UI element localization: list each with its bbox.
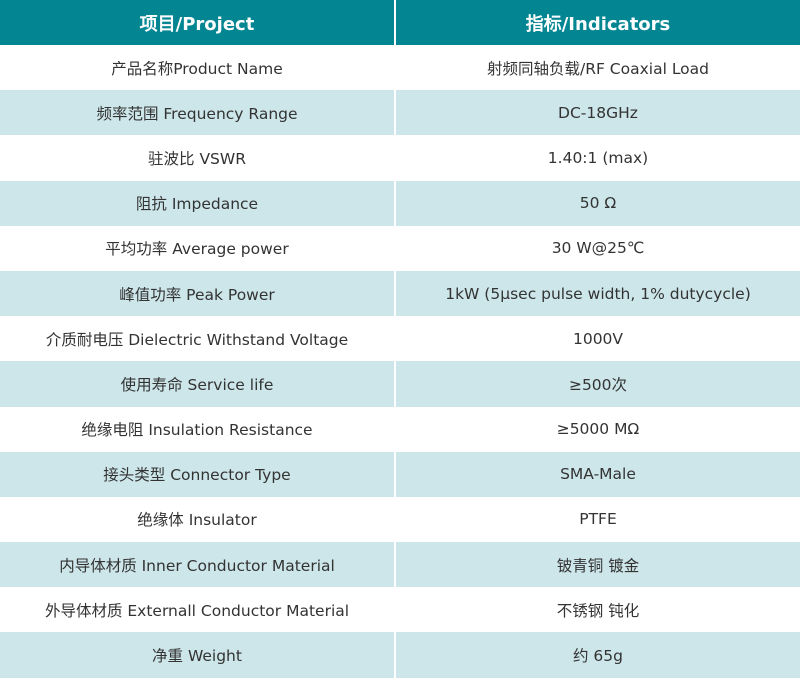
table-row: 外导体材质 Externall Conductor Material 不锈钢 钝化: [0, 587, 800, 633]
table-row: 平均功率 Average power 30 W@25℃: [0, 225, 800, 271]
project-cell: 平均功率 Average power: [0, 225, 396, 271]
indicator-cell: 1kW (5μsec pulse width, 1% dutycycle): [395, 270, 800, 317]
project-cell: 外导体材质 Externall Conductor Material: [0, 587, 396, 633]
indicator-cell: 30 W@25℃: [551, 239, 645, 258]
indicator-cell: 不锈钢 钝化: [556, 601, 640, 620]
project-cell: 驻波比 VSWR: [0, 135, 396, 181]
indicator-cell: 铍青铜 镀金: [395, 542, 800, 588]
header-project: 项目/Project: [0, 0, 396, 45]
table-row: 内导体材质 Inner Conductor Material 铍青铜 镀金: [0, 542, 800, 588]
table-row: 频率范围 Frequency Range DC-18GHz: [0, 90, 800, 136]
table-row: 峰值功率 Peak Power 1kW (5μsec pulse width, 1…: [0, 270, 800, 317]
project-cell: 使用寿命 Service life: [0, 361, 396, 407]
indicator-cell: DC-18GHz: [395, 90, 800, 136]
project-cell: 净重 Weight: [0, 632, 396, 678]
table-row: 产品名称Product Name 射频同轴负载/RF Coaxial Load: [0, 45, 800, 91]
indicator-cell: ≥500次: [395, 361, 800, 407]
indicator-cell: SMA-Male: [395, 451, 800, 497]
project-cell: 产品名称Product Name: [0, 45, 396, 91]
project-cell: 内导体材质 Inner Conductor Material: [0, 542, 396, 588]
project-cell: 绝缘体 Insulator: [0, 496, 396, 543]
header-row: 项目/Project 指标/Indicators: [0, 0, 800, 45]
table-row: 绝缘体 Insulator PTFE: [0, 496, 800, 543]
indicator-cell: 1000V: [572, 329, 624, 348]
indicator-cell: 50 Ω: [395, 180, 800, 226]
table-row: 阻抗 Impedance 50 Ω: [0, 180, 800, 226]
indicator-cell: 1.40:1 (max): [547, 148, 649, 167]
project-cell: 阻抗 Impedance: [0, 180, 396, 226]
table-row: 绝缘电阻 Insulation Resistance ≥5000 MΩ: [0, 406, 800, 452]
table-row: 净重 Weight 约 65g: [0, 632, 800, 678]
project-cell: 接头类型 Connector Type: [0, 451, 396, 497]
table-row: 驻波比 VSWR 1.40:1 (max): [0, 135, 800, 181]
table-row: 使用寿命 Service life ≥500次: [0, 361, 800, 407]
table-row: 接头类型 Connector Type SMA-Male: [0, 451, 800, 497]
project-cell: 峰值功率 Peak Power: [0, 270, 396, 317]
indicator-cell: 约 65g: [395, 632, 800, 678]
table-row: 介质耐电压 Dielectric Withstand Voltage 1000V: [0, 316, 800, 362]
header-indicators: 指标/Indicators: [395, 0, 800, 45]
indicator-cell: PTFE: [579, 510, 617, 529]
project-cell: 绝缘电阻 Insulation Resistance: [0, 406, 396, 452]
indicator-cell: 射频同轴负载/RF Coaxial Load: [486, 59, 710, 78]
project-cell: 介质耐电压 Dielectric Withstand Voltage: [0, 316, 396, 362]
indicator-cell: ≥5000 MΩ: [556, 420, 640, 439]
project-cell: 频率范围 Frequency Range: [0, 90, 396, 136]
